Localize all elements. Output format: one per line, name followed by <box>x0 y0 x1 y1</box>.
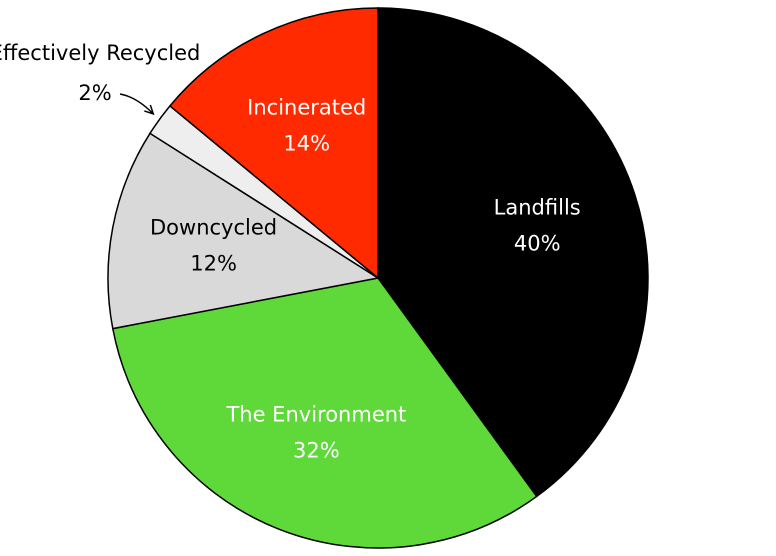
pie-slice <box>168 7 379 280</box>
pie <box>107 7 649 549</box>
value-label: 32% <box>293 439 340 463</box>
pie-slice <box>377 7 649 498</box>
slice-label: Incinerated <box>247 96 366 120</box>
slice-label: Downcycled <box>150 216 277 240</box>
value-label: 14% <box>283 132 330 156</box>
callout-arrowhead <box>144 104 155 116</box>
value-label: 40% <box>514 231 561 255</box>
pie-slice <box>107 132 381 330</box>
slice-label: Landfills <box>494 195 581 219</box>
slice-label: Effectively Recycled <box>0 41 200 65</box>
labels: Landfills 40% The Environment 32% Downcycled… <box>0 41 581 463</box>
value-label: 2% <box>78 81 111 105</box>
callout-arrow <box>119 93 153 114</box>
value-label: 12% <box>190 252 237 276</box>
pie-slice <box>111 277 538 549</box>
slice-label: The Environment <box>225 403 406 427</box>
